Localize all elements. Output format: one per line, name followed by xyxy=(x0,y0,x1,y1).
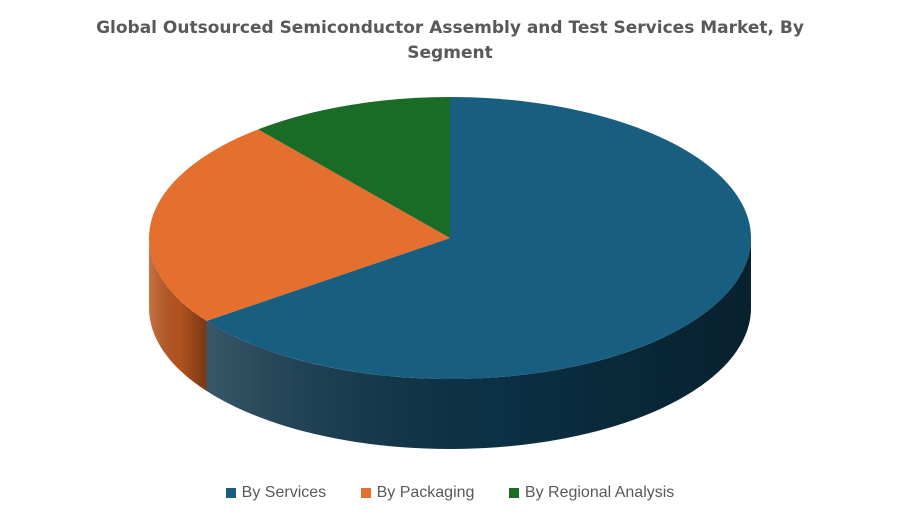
pie-slice-packaging xyxy=(149,129,451,321)
pie-slice-regional-analysis xyxy=(258,97,450,238)
pie-side-shade-packaging xyxy=(149,238,207,391)
legend-item-packaging: By Packaging xyxy=(360,484,475,502)
legend-label-packaging: By Packaging xyxy=(376,484,475,501)
pie-side-shade-services xyxy=(206,238,752,449)
legend-label-services: By Services xyxy=(241,484,327,501)
legend-swatch-regional-analysis xyxy=(508,488,519,498)
legend-item-services: By Services xyxy=(225,484,327,502)
legend-item-regional-analysis: By Regional Analysis xyxy=(508,484,675,502)
legend: By Services By Packaging By Regional Ana… xyxy=(0,484,900,503)
legend-swatch-packaging xyxy=(360,488,371,498)
legend-label-regional-analysis: By Regional Analysis xyxy=(524,484,675,501)
chart-title: Global Outsourced Semiconductor Assembly… xyxy=(96,18,804,63)
pie-slice-services xyxy=(206,97,752,379)
legend-swatch-services xyxy=(225,488,236,498)
